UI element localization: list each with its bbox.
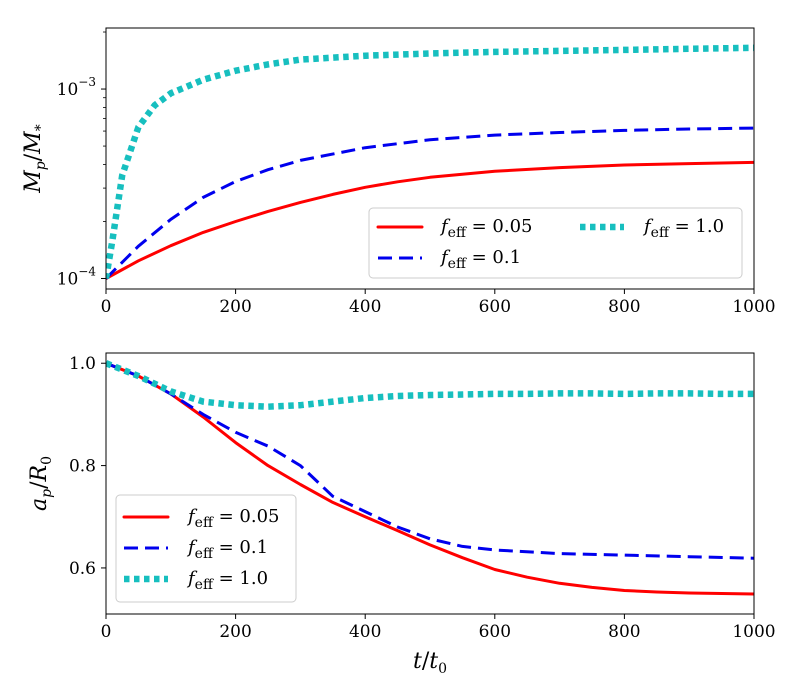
top-panel: 0 200 400 600 800 1000 10−4 10−3 Mp/M* feff = 0.0…: [21, 27, 776, 317]
series-line: [106, 160, 754, 280]
top-plot-area: [106, 44, 754, 280]
y-axis-label: ap/R0: [27, 456, 55, 511]
axes-frame: [105, 352, 755, 615]
x-tick-label: 200: [219, 297, 251, 317]
y-tick-label: 10−4: [57, 264, 97, 289]
x-tick-label: 0: [101, 297, 112, 317]
legend-box: [368, 207, 743, 279]
x-axis-label: t/t0: [413, 649, 447, 677]
x-tick-label: 800: [608, 297, 640, 317]
y-tick-label: 1.0: [69, 354, 96, 374]
x-tick-label: 400: [349, 297, 381, 317]
legend-label-feff-0.05: feff = 0.05: [186, 506, 280, 531]
x-tick-label: 1000: [732, 297, 775, 317]
y-tick-label: 0.8: [69, 457, 96, 477]
y-axis-label: Mp/M*: [21, 124, 49, 193]
legend-label-feff-0.1: feff = 0.1: [439, 247, 521, 272]
axes-frame: [105, 27, 755, 290]
legend-label-feff-0.1: feff = 0.1: [186, 537, 268, 562]
series-line: [106, 361, 754, 560]
x-tick-label: 200: [219, 622, 251, 642]
x-tick-label: 0: [101, 622, 112, 642]
series-line: [106, 126, 754, 280]
series-line: [106, 360, 754, 410]
x-tick-label: 600: [479, 622, 511, 642]
x-tick-label: 800: [608, 622, 640, 642]
x-tick-label: 1000: [732, 622, 775, 642]
y-tick-label: 10−3: [57, 75, 96, 100]
series-line: [106, 44, 754, 280]
x-tick-label: 400: [349, 622, 381, 642]
series-line: [106, 361, 754, 596]
legend-box: [115, 494, 297, 603]
bottom-panel: 0 200 400 600 800 1000 0.6 0.8 1.0 ap/R0 t/t0 feff …: [27, 352, 776, 677]
legend-label-feff-0.05: feff = 0.05: [439, 216, 533, 241]
bottom-plot-area: [106, 360, 754, 596]
y-tick-label: 0.6: [69, 559, 96, 579]
x-tick-label: 600: [479, 297, 511, 317]
